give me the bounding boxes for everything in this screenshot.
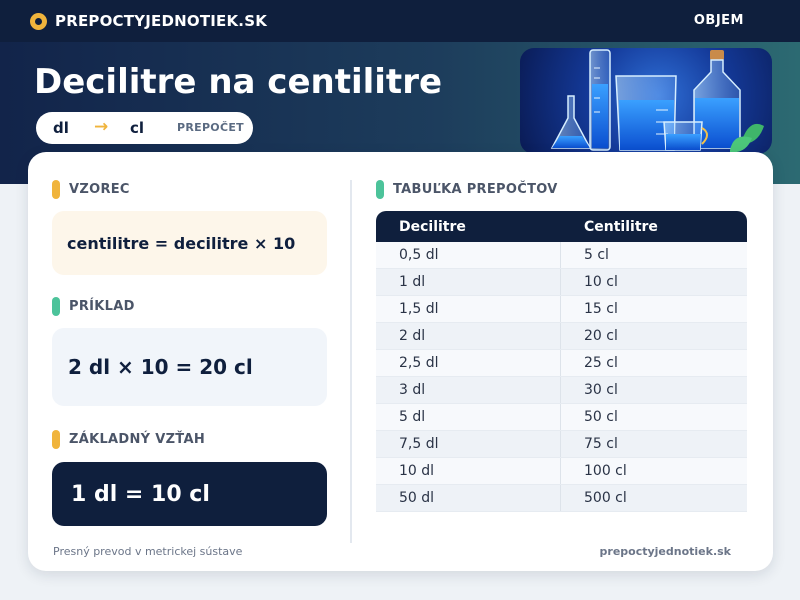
table-row: 3 dl 30 cl [376, 377, 747, 404]
table-row: 7,5 dl 75 cl [376, 431, 747, 458]
example-section-label: PRÍKLAD [52, 297, 135, 316]
conversion-card: VZOREC centilitre = decilitre × 10 PRÍKL… [28, 152, 773, 571]
table-row: 0,5 dl 5 cl [376, 242, 747, 269]
table-row: 1,5 dl 15 cl [376, 296, 747, 323]
table-cell: 50 dl [376, 485, 561, 511]
example-label: PRÍKLAD [69, 299, 135, 314]
pill-from-unit: dl [53, 119, 69, 137]
arrow-right-icon: → [94, 117, 109, 137]
table-row: 10 dl 100 cl [376, 458, 747, 485]
formula-label: VZOREC [69, 182, 130, 197]
table-cell: 0,5 dl [376, 242, 561, 268]
table-row: 50 dl 500 cl [376, 485, 747, 512]
table-cell: 50 cl [584, 409, 618, 425]
table-section-label: TABUĽKA PREPOČTOV [376, 180, 558, 199]
footer-note: Presný prevod v metrickej sústave [53, 545, 243, 558]
top-bar: PREPOCTYJEDNOTIEK.SK OBJEM [0, 0, 800, 42]
table-cell: 1 dl [376, 269, 561, 295]
column-header-decilitre: Decilitre [399, 218, 466, 235]
table-row: 2,5 dl 25 cl [376, 350, 747, 377]
table-cell: 1,5 dl [376, 296, 561, 322]
pill-to-unit: cl [130, 119, 145, 137]
section-marker-icon [52, 180, 60, 199]
formula-section-label: VZOREC [52, 180, 130, 199]
table-cell: 5 dl [376, 404, 561, 430]
table-cell: 5 cl [584, 247, 609, 263]
table-cell: 25 cl [584, 355, 618, 371]
table-body: 0,5 dl 5 cl 1 dl 10 cl 1,5 dl 15 cl 2 dl 20 … [376, 242, 747, 512]
formula-box: centilitre = decilitre × 10 [52, 211, 327, 275]
site-name[interactable]: PREPOCTYJEDNOTIEK.SK [55, 12, 268, 30]
table-row: 5 dl 50 cl [376, 404, 747, 431]
basic-relation-box: 1 dl = 10 cl [52, 462, 327, 526]
table-cell: 2,5 dl [376, 350, 561, 376]
table-cell: 3 dl [376, 377, 561, 403]
example-box: 2 dl × 10 = 20 cl [52, 328, 327, 406]
table-cell: 10 cl [584, 274, 618, 290]
table-cell: 20 cl [584, 328, 618, 344]
conversion-pill: dl → cl PREPOČET [36, 112, 253, 144]
footer-site-link[interactable]: prepoctyjednotiek.sk [599, 545, 731, 558]
table-cell: 7,5 dl [376, 431, 561, 457]
logo-icon [30, 12, 47, 30]
section-marker-icon [52, 430, 60, 449]
table-cell: 100 cl [584, 463, 627, 479]
lab-glassware-image [520, 48, 772, 154]
table-cell: 10 dl [376, 458, 561, 484]
pill-tag: PREPOČET [177, 121, 244, 134]
page-title: Decilitre na centilitre [34, 62, 443, 102]
column-header-centilitre: Centilitre [584, 218, 658, 235]
basic-section-label: ZÁKLADNÝ VZŤAH [52, 430, 205, 449]
table-cell: 75 cl [584, 436, 618, 452]
conversion-table: Decilitre Centilitre 0,5 dl 5 cl 1 dl 10 c… [376, 211, 747, 512]
table-cell: 500 cl [584, 490, 627, 506]
nav-link-objem[interactable]: OBJEM [693, 13, 744, 28]
table-row: 2 dl 20 cl [376, 323, 747, 350]
section-marker-icon [376, 180, 384, 199]
table-header: Decilitre Centilitre [376, 211, 747, 242]
table-cell: 30 cl [584, 382, 618, 398]
table-label: TABUĽKA PREPOČTOV [393, 182, 558, 197]
table-cell: 15 cl [584, 301, 618, 317]
section-marker-icon [52, 297, 60, 316]
table-cell: 2 dl [376, 323, 561, 349]
basic-label: ZÁKLADNÝ VZŤAH [69, 432, 206, 447]
column-divider [350, 180, 352, 543]
table-row: 1 dl 10 cl [376, 269, 747, 296]
